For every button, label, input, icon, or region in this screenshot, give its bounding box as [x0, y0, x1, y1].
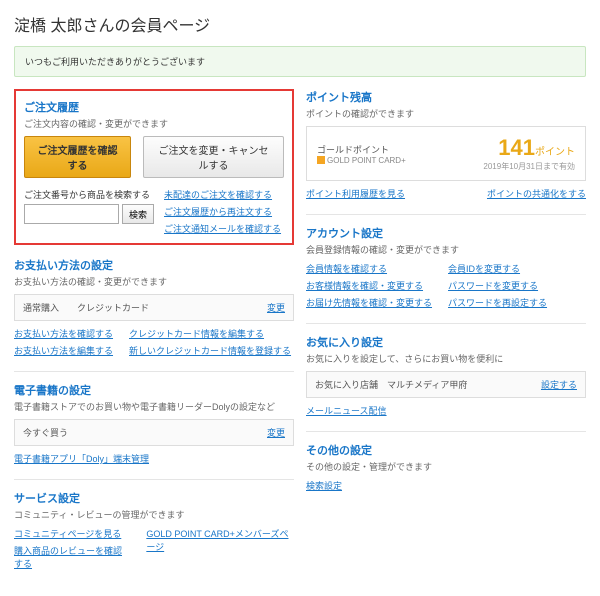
service-link-review[interactable]: 購入商品のレビューを確認する [14, 544, 130, 570]
other-section: その他の設定 その他の設定・管理ができます 検索設定 [306, 442, 586, 492]
service-section: サービス設定 コミュニティ・レビューの管理ができます コミュニティページを見る … [14, 490, 294, 570]
thank-you-notice: いつもご利用いただきありがとうございます [14, 46, 586, 77]
payment-title: お支払い方法の設定 [14, 257, 294, 273]
point-unit: ポイント [535, 147, 575, 158]
other-title: その他の設定 [306, 442, 586, 458]
fav-title: お気に入り設定 [306, 334, 586, 350]
point-expiry: 2019年10月31日まで有効 [483, 161, 575, 172]
fav-box-r: マルチメディア甲府 [387, 380, 467, 390]
points-section: ポイント残高 ポイントの確認ができます ゴールドポイント GOLD POINT … [306, 89, 586, 200]
view-order-history-button[interactable]: ご注文履歴を確認する [24, 136, 131, 178]
payment-link-edit[interactable]: お支払い方法を編集する [14, 344, 113, 357]
ebook-section: 電子書籍の設定 電子書籍ストアでのお買い物や電子書籍リーダーDolyの設定など … [14, 382, 294, 465]
payment-box-l: 通常購入 [23, 303, 59, 313]
order-sub: ご注文内容の確認・変更ができます [24, 117, 284, 130]
service-title: サービス設定 [14, 490, 294, 506]
fav-mailnews-link[interactable]: メールニュース配信 [306, 406, 387, 416]
ebook-doly-link[interactable]: 電子書籍アプリ「Doly」端末管理 [14, 454, 149, 464]
account-section: アカウント設定 会員登録情報の確認・変更ができます 会員情報を確認する お客様情… [306, 225, 586, 309]
points-sub: ポイントの確認ができます [306, 107, 586, 120]
order-history-section: ご注文履歴 ご注文内容の確認・変更ができます ご注文履歴を確認する ご注文を変更… [14, 89, 294, 245]
card-icon [317, 156, 325, 164]
account-link-id[interactable]: 会員IDを変更する [448, 262, 547, 275]
favorite-section: お気に入り設定 お気に入りを設定して、さらにお買い物を便利に お気に入り店舗 マ… [306, 334, 586, 417]
order-link-mail[interactable]: ご注文通知メールを確認する [164, 222, 281, 235]
order-search-input[interactable] [24, 204, 119, 224]
gold-point-label: ゴールドポイント [317, 143, 406, 156]
ebook-box: 今すぐ買う [23, 426, 68, 439]
fav-sub: お気に入りを設定して、さらにお買い物を便利に [306, 352, 586, 365]
other-search-link[interactable]: 検索設定 [306, 481, 342, 491]
account-link-pw-reset[interactable]: パスワードを再設定する [448, 296, 547, 309]
payment-box-r: クレジットカード [77, 303, 149, 313]
ebook-title: 電子書籍の設定 [14, 382, 294, 398]
order-search-button[interactable]: 検索 [122, 204, 154, 224]
point-history-link[interactable]: ポイント利用履歴を見る [306, 187, 405, 200]
payment-link-cc-edit[interactable]: クレジットカード情報を編集する [129, 327, 291, 340]
service-sub: コミュニティ・レビューの管理ができます [14, 508, 294, 521]
service-link-gpc[interactable]: GOLD POINT CARD+メンバーズページ [146, 527, 294, 553]
fav-edit-link[interactable]: 設定する [541, 378, 577, 391]
page-title: 淀橋 太郎さんの会員ページ [14, 12, 586, 36]
payment-link-confirm[interactable]: お支払い方法を確認する [14, 327, 113, 340]
fav-box-l: お気に入り店舗 [315, 380, 378, 390]
account-link-pw[interactable]: パスワードを変更する [448, 279, 547, 292]
order-title: ご注文履歴 [24, 99, 284, 115]
order-link-undelivered[interactable]: 未配達のご注文を確認する [164, 188, 281, 201]
modify-order-button[interactable]: ご注文を変更・キャンセルする [143, 136, 284, 178]
order-link-reorder[interactable]: ご注文履歴から再注文する [164, 205, 281, 218]
order-search-label: ご注文番号から商品を検索する [24, 188, 154, 201]
account-sub: 会員登録情報の確認・変更ができます [306, 243, 586, 256]
account-title: アカウント設定 [306, 225, 586, 241]
payment-section: お支払い方法の設定 お支払い方法の確認・変更ができます 通常購入 クレジットカー… [14, 257, 294, 357]
account-link-info[interactable]: 会員情報を確認する [306, 262, 432, 275]
payment-link-cc-new[interactable]: 新しいクレジットカード情報を登録する [129, 344, 291, 357]
account-link-address[interactable]: お届け先情報を確認・変更する [306, 296, 432, 309]
payment-sub: お支払い方法の確認・変更ができます [14, 275, 294, 288]
ebook-sub: 電子書籍ストアでのお買い物や電子書籍リーダーDolyの設定など [14, 400, 294, 413]
payment-edit-link[interactable]: 変更 [267, 301, 285, 314]
point-value: 141 [498, 135, 535, 160]
ebook-edit-link[interactable]: 変更 [267, 426, 285, 439]
account-link-customer[interactable]: お客様情報を確認・変更する [306, 279, 432, 292]
gold-card-label: GOLD POINT CARD+ [327, 156, 406, 165]
points-title: ポイント残高 [306, 89, 586, 105]
service-link-community[interactable]: コミュニティページを見る [14, 527, 130, 540]
point-common-link[interactable]: ポイントの共通化をする [487, 187, 586, 200]
other-sub: その他の設定・管理ができます [306, 460, 586, 473]
